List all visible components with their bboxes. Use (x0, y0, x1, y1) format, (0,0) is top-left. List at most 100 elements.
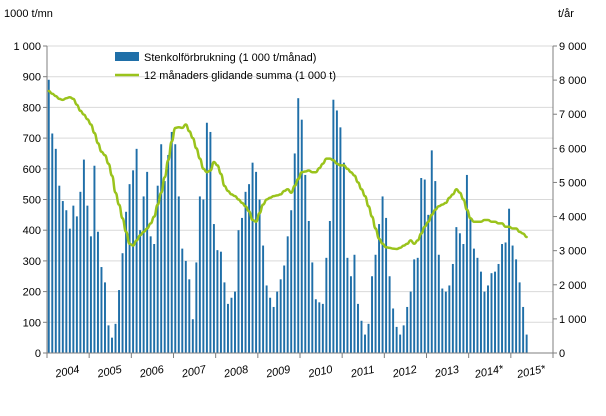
bar (118, 290, 121, 353)
bar (174, 144, 177, 353)
right-tick-label: 9 000 (559, 41, 587, 53)
bar (191, 319, 194, 353)
bar (332, 99, 335, 353)
bar (241, 217, 243, 353)
bar (388, 276, 391, 353)
left-tick-label: 400 (23, 225, 41, 237)
left-tick-label: 900 (23, 72, 41, 84)
right-tick-label: 6 000 (559, 143, 587, 155)
left-tick-label: 800 (23, 102, 41, 114)
bar (458, 233, 461, 353)
bar (290, 210, 293, 353)
bar (472, 248, 475, 353)
bar (487, 285, 489, 353)
x-tick-label: 2009 (264, 364, 291, 381)
left-axis-ticks: 0 100 200 300 400 500 600 700 800 900 1 000 (13, 41, 47, 360)
bar (399, 334, 402, 353)
bar (427, 214, 430, 353)
bar (504, 242, 507, 353)
bar (501, 244, 504, 353)
x-tick-label: 2006 (138, 363, 166, 380)
bar (188, 279, 191, 353)
bar (47, 79, 50, 354)
bar (307, 220, 310, 353)
legend-bar-label: Stenkolförbrukning (1 000 t/månad) (144, 52, 316, 64)
bar (209, 131, 212, 353)
bar (448, 285, 451, 353)
x-tick-label: 2010 (306, 363, 334, 380)
x-tick-label: 2011 (349, 364, 376, 381)
bar (104, 282, 106, 353)
left-axis-unit: 1000 t/mn (4, 8, 53, 20)
bar (339, 127, 342, 353)
bar (374, 254, 377, 353)
left-tick-label: 700 (23, 133, 41, 145)
bar (297, 98, 300, 353)
bar (321, 303, 324, 353)
bar (364, 334, 366, 353)
bar (265, 285, 268, 353)
bar (272, 306, 275, 353)
bar (300, 119, 303, 354)
bar (490, 273, 493, 353)
x-tick-label: 2005 (95, 363, 123, 380)
x-tick-label: 2007 (180, 363, 208, 380)
right-tick-label: 3 000 (559, 246, 587, 258)
bar (255, 171, 258, 353)
bar (86, 205, 89, 353)
bar (437, 254, 440, 353)
left-tick-label: 500 (23, 195, 41, 207)
bar (286, 236, 289, 353)
x-tick-label: 2015* (515, 363, 547, 381)
bar (177, 196, 180, 353)
bar (385, 217, 388, 353)
bar (392, 308, 395, 353)
bar (230, 297, 233, 353)
bar (65, 210, 68, 353)
bar (223, 282, 226, 353)
bar (202, 199, 205, 353)
x-tick-label: 2012 (391, 364, 418, 381)
bar (469, 217, 472, 353)
bar (219, 251, 222, 353)
left-tick-label: 600 (23, 164, 41, 176)
bar (170, 131, 173, 353)
bar (160, 144, 163, 353)
bar (234, 291, 236, 353)
bar (451, 263, 454, 353)
left-tick-label: 200 (23, 287, 41, 299)
bar (184, 260, 187, 353)
right-tick-label: 0 (559, 348, 565, 360)
bar (75, 216, 78, 353)
right-tick-label: 1 000 (559, 314, 587, 326)
moving-sum-line (47, 89, 528, 251)
bar (96, 231, 99, 353)
bar (128, 184, 131, 353)
bar (494, 271, 496, 353)
bar (114, 323, 117, 353)
right-tick-label: 7 000 (559, 109, 587, 121)
bar (244, 191, 247, 353)
bar (82, 159, 85, 353)
x-tick-label: 2014* (473, 363, 505, 381)
bar (153, 244, 156, 353)
x-axis-ticks: 2004 2005 2006 2007 2008 2009 2010 2011 2012 2013… (46, 353, 554, 381)
bar (198, 196, 201, 353)
legend: Stenkolförbrukning (1 000 t/månad) 12 må… (115, 52, 336, 82)
bar (100, 267, 103, 353)
bar (283, 265, 286, 353)
bar (434, 181, 437, 353)
bar (314, 299, 317, 353)
bar (226, 303, 229, 353)
bar (262, 245, 265, 353)
bar (413, 259, 416, 353)
bar (465, 174, 468, 353)
x-tick-label: 2013 (433, 363, 461, 380)
bar (328, 220, 331, 353)
bar (237, 230, 240, 353)
bar (251, 162, 254, 353)
bar (367, 323, 370, 353)
bar (125, 211, 128, 353)
left-tick-label: 0 (35, 348, 41, 360)
